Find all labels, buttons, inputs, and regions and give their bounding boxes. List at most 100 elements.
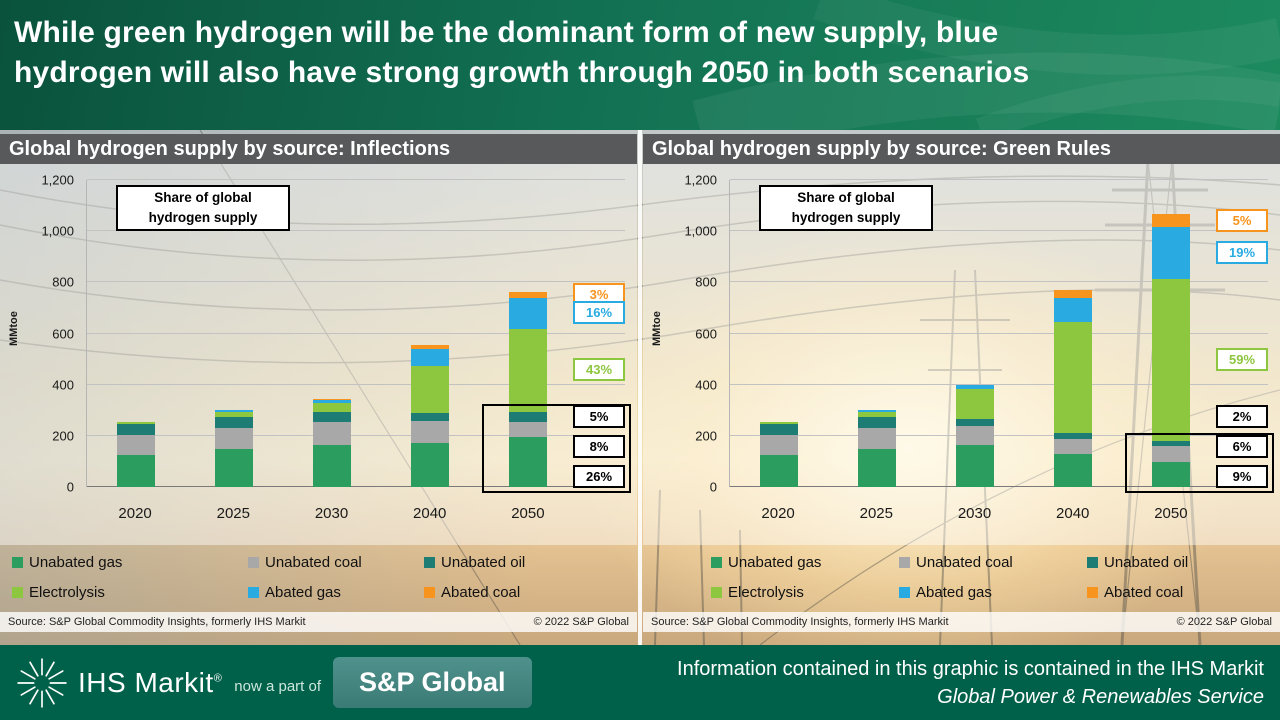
share-callout: 3% [573, 282, 625, 306]
y-tick-label: 1,000 [41, 223, 74, 239]
gridline [87, 332, 625, 334]
bar-segment [1152, 227, 1190, 280]
x-tick-label: 2020 [761, 505, 795, 522]
bar-segment [313, 398, 351, 401]
bar-segment [215, 417, 253, 428]
annotation-box: Share of global hydrogen supply [116, 185, 290, 231]
gridline [730, 383, 1268, 385]
panel-divider [638, 130, 642, 645]
source-strip: Source: S&P Global Commodity Insights, f… [0, 612, 637, 632]
y-tick-label: 0 [66, 479, 74, 495]
y-axis-ticks: 0 200 400 600 800 1,000 1,200 [643, 173, 723, 495]
legend-swatch [12, 587, 23, 598]
bar-segment [956, 426, 994, 445]
bar-segment [215, 410, 253, 412]
legend-label: Electrolysis [29, 584, 105, 601]
bar-segment [956, 444, 994, 487]
bar-segment [411, 421, 449, 443]
legend-label: Unabated coal [916, 554, 1013, 571]
charts-region: Global hydrogen supply by source: Inflec… [0, 130, 1280, 645]
y-tick-label: 1,200 [684, 172, 717, 188]
gridline [87, 179, 625, 180]
source-strip: Source: S&P Global Commodity Insights, f… [643, 612, 1280, 632]
x-tick-label: 2050 [511, 505, 545, 522]
legend-swatch [248, 587, 259, 598]
stacked-bar-2040 [411, 180, 449, 487]
plot-wrap: MMtoe 0 200 400 600 800 1,000 1,200 2020 2025 20… [0, 164, 637, 545]
bar-slot-2025 [828, 180, 926, 487]
bar-segment [117, 422, 155, 425]
x-tick-label: 2040 [413, 505, 447, 522]
stacked-bar-2025 [215, 180, 253, 487]
y-tick-label: 200 [695, 428, 717, 444]
y-tick-label: 600 [52, 326, 74, 341]
bar-segment [956, 388, 994, 419]
bars [87, 180, 577, 487]
y-tick-label: 800 [52, 274, 74, 290]
bar-slot-2030 [926, 180, 1024, 487]
legend-swatch [424, 557, 435, 568]
legend-swatch [711, 587, 722, 598]
y-tick-label: 400 [695, 377, 717, 393]
legend-label: Unabated oil [1104, 554, 1189, 571]
footer-info-text: Information contained in this graphic is… [677, 655, 1264, 711]
footer-banner: IHS Markit® now a part of S&P Global Inf… [0, 645, 1280, 720]
ihs-markit-wordmark: IHS Markit® [78, 666, 223, 698]
bar-segment [117, 434, 155, 456]
bar-segment [1054, 453, 1092, 487]
gridline [730, 281, 1268, 283]
bar-segment [1152, 279, 1190, 441]
legend-label: Unabated oil [441, 554, 526, 571]
chart-title-inflections: Global hydrogen supply by source: Inflec… [0, 134, 637, 164]
bar-segment [313, 412, 351, 423]
registered-trademark: ® [213, 672, 223, 685]
bar-segment [956, 418, 994, 427]
y-tick-label: 1,200 [41, 172, 74, 188]
legend-label: Abated gas [265, 584, 341, 601]
gridline [730, 179, 1268, 180]
gridline [730, 434, 1268, 436]
stacked-bar-2020 [117, 180, 155, 487]
y-tick-label: 400 [52, 377, 74, 393]
bar-segment [509, 292, 547, 298]
legend-item: Abated coal [424, 584, 633, 601]
chart-title-green-rules: Global hydrogen supply by source: Green … [643, 134, 1280, 164]
bar-segment [509, 411, 547, 422]
y-axis-ticks: 0 200 400 600 800 1,000 1,200 [0, 173, 80, 495]
legend-item: Abated gas [248, 584, 424, 601]
legend-label: Abated coal [441, 584, 521, 601]
bar-slot-2020 [87, 180, 185, 487]
bar-segment [509, 297, 547, 329]
annotation-line1: Share of global [154, 189, 252, 205]
bar-segment [1152, 462, 1190, 487]
bar-segment [313, 400, 351, 404]
legend-item: Unabated gas [711, 554, 899, 571]
bar-segment [858, 427, 896, 449]
chart-panel-inflections: Global hydrogen supply by source: Inflec… [0, 130, 637, 645]
bar-slot-2020 [730, 180, 828, 487]
stacked-bar-2040 [1054, 180, 1092, 487]
legend-label: Unabated gas [728, 554, 822, 571]
header-swoosh-decoration [692, 0, 1280, 130]
legend-swatch [1087, 587, 1098, 598]
bar-segment [1054, 322, 1092, 433]
legend-label: Electrolysis [728, 584, 804, 601]
copyright-note: © 2022 S&P Global [1176, 616, 1272, 628]
highlight-rectangle [1124, 432, 1274, 493]
legend-item: Unabated oil [424, 554, 633, 571]
bar-segment [1054, 297, 1092, 323]
annotation-box: Share of global hydrogen supply [759, 185, 933, 231]
slide-title: While green hydrogen will be the dominan… [0, 0, 1280, 92]
source-note: Source: S&P Global Commodity Insights, f… [8, 616, 306, 628]
share-callout: 8% [573, 435, 625, 458]
legend-swatch [424, 587, 435, 598]
share-callout: 43% [573, 358, 625, 382]
bar-segment [1152, 440, 1190, 447]
ihs-markit-logo-icon [17, 657, 67, 708]
bar-slot-2050 [479, 180, 577, 487]
legend-label: Abated coal [1104, 584, 1184, 601]
legend-item: Unabated coal [899, 554, 1087, 571]
bar-segment [760, 455, 798, 487]
bar-segment [1054, 290, 1092, 298]
